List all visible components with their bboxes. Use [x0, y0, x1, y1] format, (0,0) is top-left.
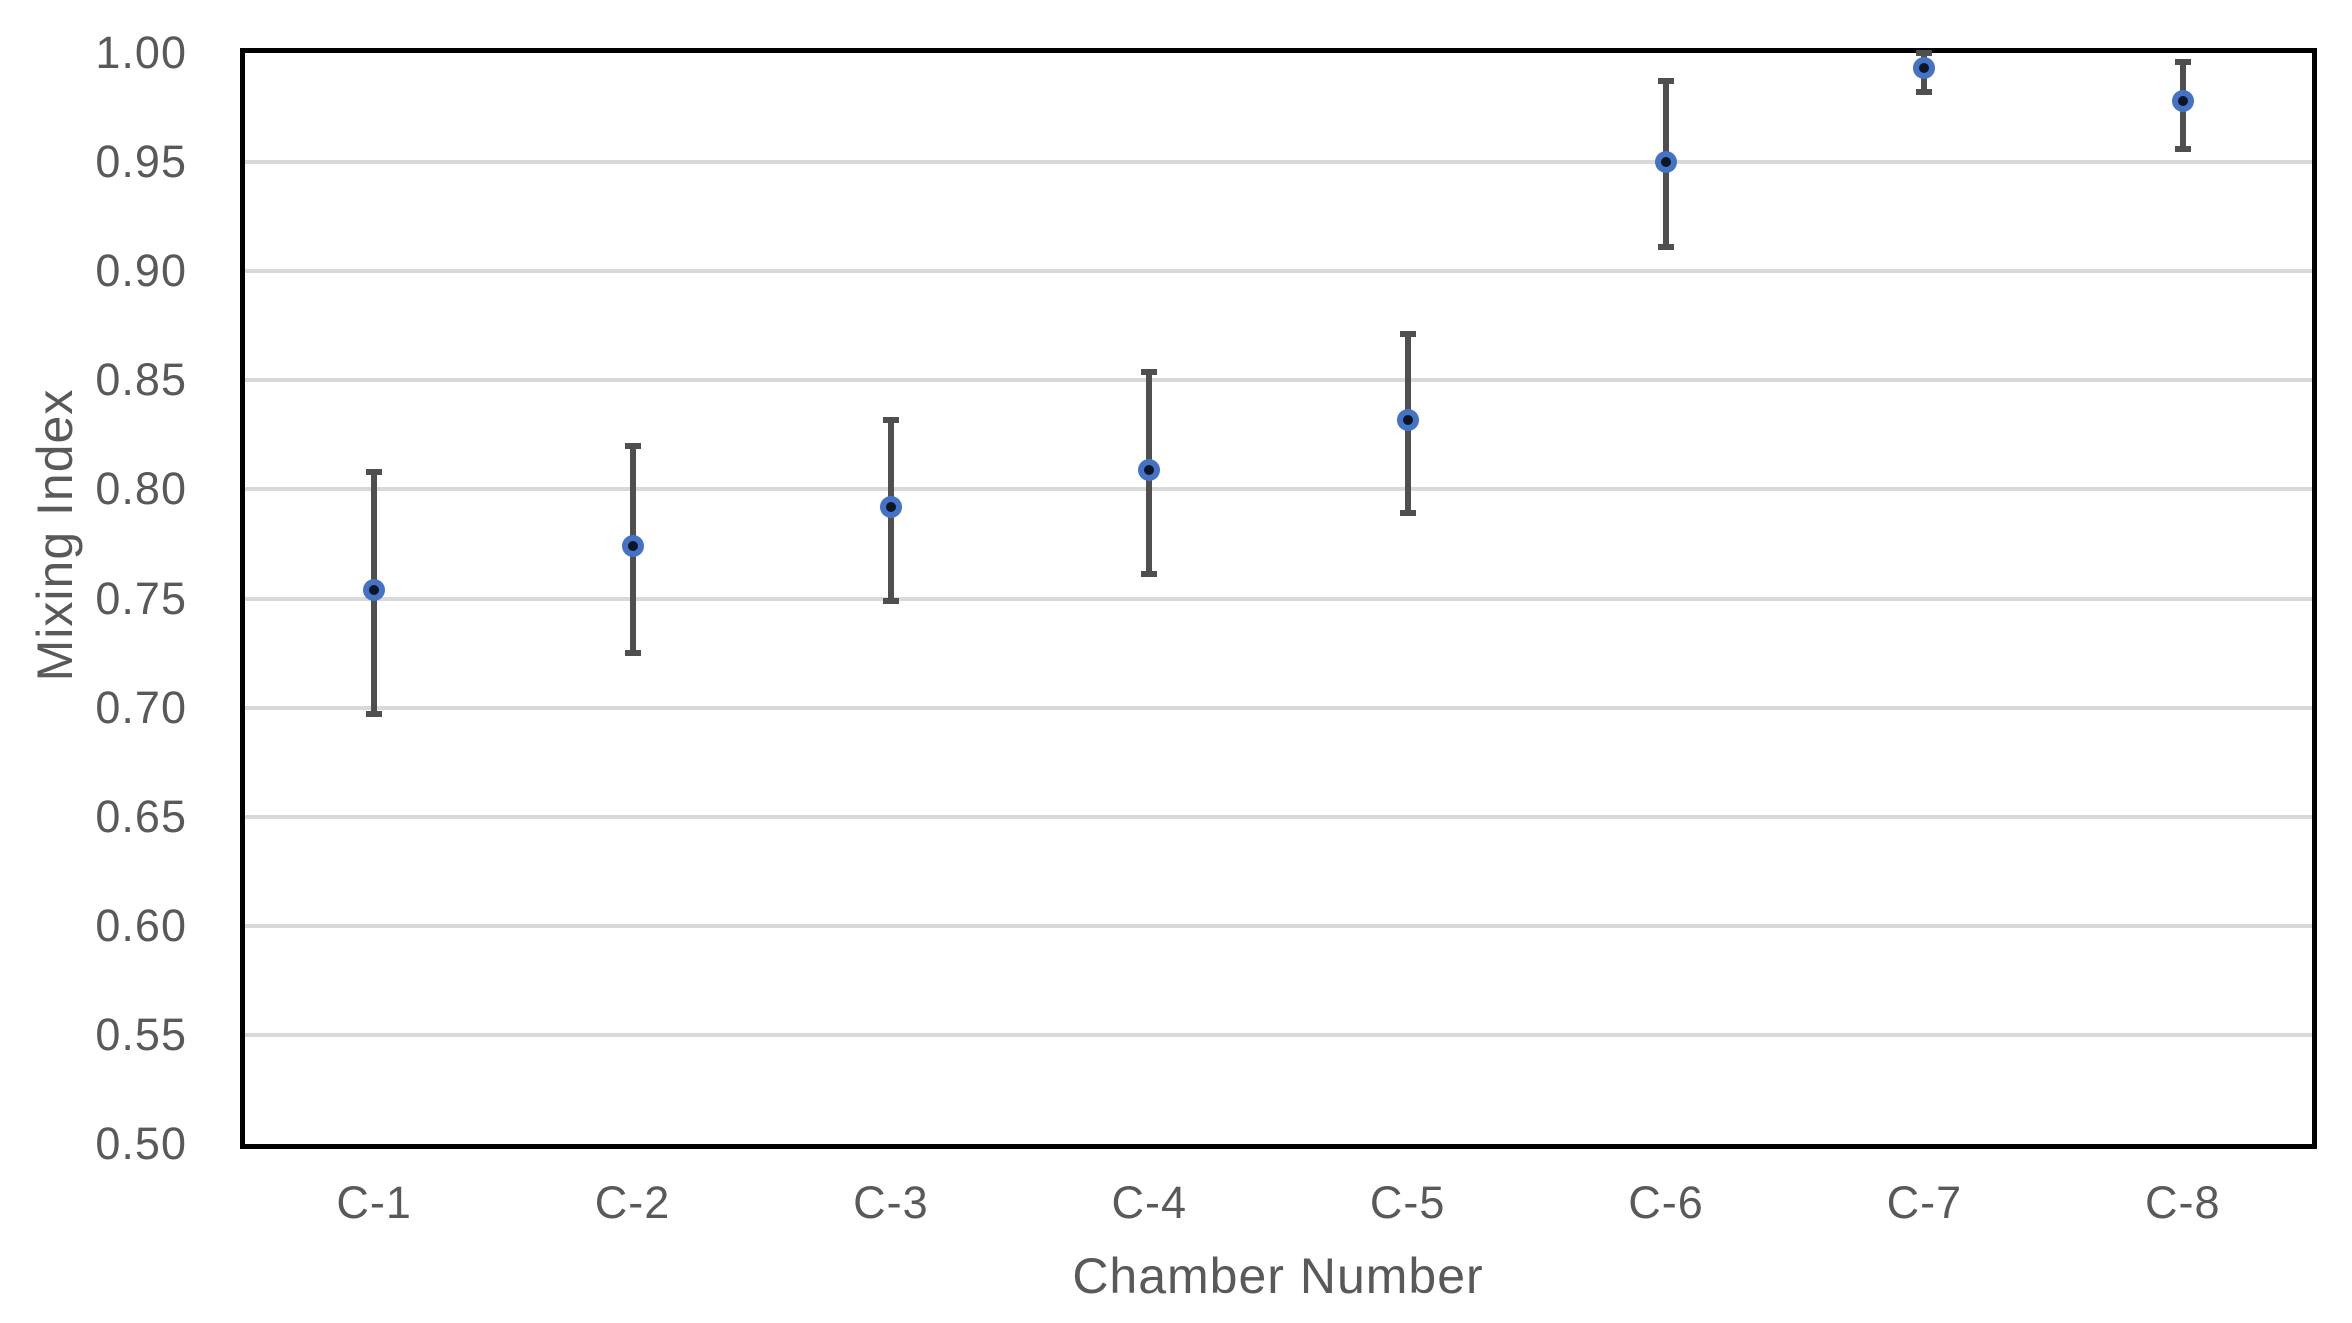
gridline: [245, 160, 2312, 165]
gridline: [245, 705, 2312, 710]
error-bar-cap-bottom: [1141, 571, 1158, 578]
marker-center-dot: [885, 501, 896, 512]
marker-center-dot: [2177, 96, 2188, 106]
marker-center-dot: [1919, 63, 1930, 74]
gridline: [245, 596, 2312, 601]
gridline: [245, 1032, 2312, 1037]
marker-center-dot: [369, 584, 380, 595]
x-tick-label: C-8: [2145, 1177, 2221, 1228]
error-bar-cap-bottom: [882, 597, 899, 604]
error-bar-cap-top: [1916, 50, 1933, 56]
y-tick-label: 0.95: [95, 136, 187, 188]
x-tick-label: C-5: [1369, 1177, 1446, 1228]
x-tick-label: C-7: [1886, 1177, 1963, 1228]
error-bar-cap-top: [1658, 78, 1675, 85]
error-bar-cap-bottom: [1658, 244, 1675, 251]
gridline: [245, 269, 2312, 274]
gridline: [245, 378, 2312, 383]
x-tick-label: C-2: [594, 1177, 671, 1228]
y-tick-label: 0.90: [95, 245, 187, 297]
y-tick-label: 1.00: [95, 27, 187, 78]
y-tick-label: 0.70: [95, 681, 187, 733]
y-tick-label: 0.65: [95, 790, 187, 842]
y-axis-title: Mixing Index: [27, 388, 83, 682]
marker-center-dot: [1144, 464, 1155, 475]
error-bar-cap-top: [1399, 331, 1416, 338]
error-bar-cap-bottom: [2174, 146, 2191, 152]
x-tick-label: C-1: [336, 1177, 412, 1228]
x-tick-label: C-3: [853, 1177, 929, 1228]
y-tick-label: 0.50: [95, 1118, 187, 1169]
x-axis-title: Chamber Number: [1072, 1248, 1484, 1304]
x-tick-label: C-4: [1111, 1177, 1188, 1228]
plot-border: [240, 48, 2317, 1149]
error-bar-cap-bottom: [366, 711, 383, 718]
error-bar-cap-top: [882, 416, 899, 423]
gridline: [245, 487, 2312, 492]
gridline: [245, 814, 2312, 819]
y-tick-label: 0.85: [95, 354, 187, 406]
marker-center-dot: [1661, 157, 1672, 168]
marker-center-dot: [1402, 414, 1413, 425]
error-bar-cap-top: [624, 442, 641, 449]
y-tick-label: 0.55: [95, 1008, 187, 1060]
gridline: [245, 923, 2312, 928]
x-tick-label: C-6: [1628, 1177, 1704, 1228]
error-bar-cap-bottom: [1399, 510, 1416, 517]
error-bar-cap-top: [1141, 368, 1158, 375]
error-bar-cap-top: [2174, 58, 2191, 65]
error-bar-cap-bottom: [1916, 89, 1933, 96]
marker-center-dot: [627, 541, 638, 552]
y-tick-label: 0.75: [95, 572, 187, 624]
error-bar-cap-top: [366, 468, 383, 475]
error-bar-cap-bottom: [624, 650, 641, 657]
y-tick-label: 0.60: [95, 899, 187, 951]
y-tick-label: 0.80: [95, 463, 187, 515]
